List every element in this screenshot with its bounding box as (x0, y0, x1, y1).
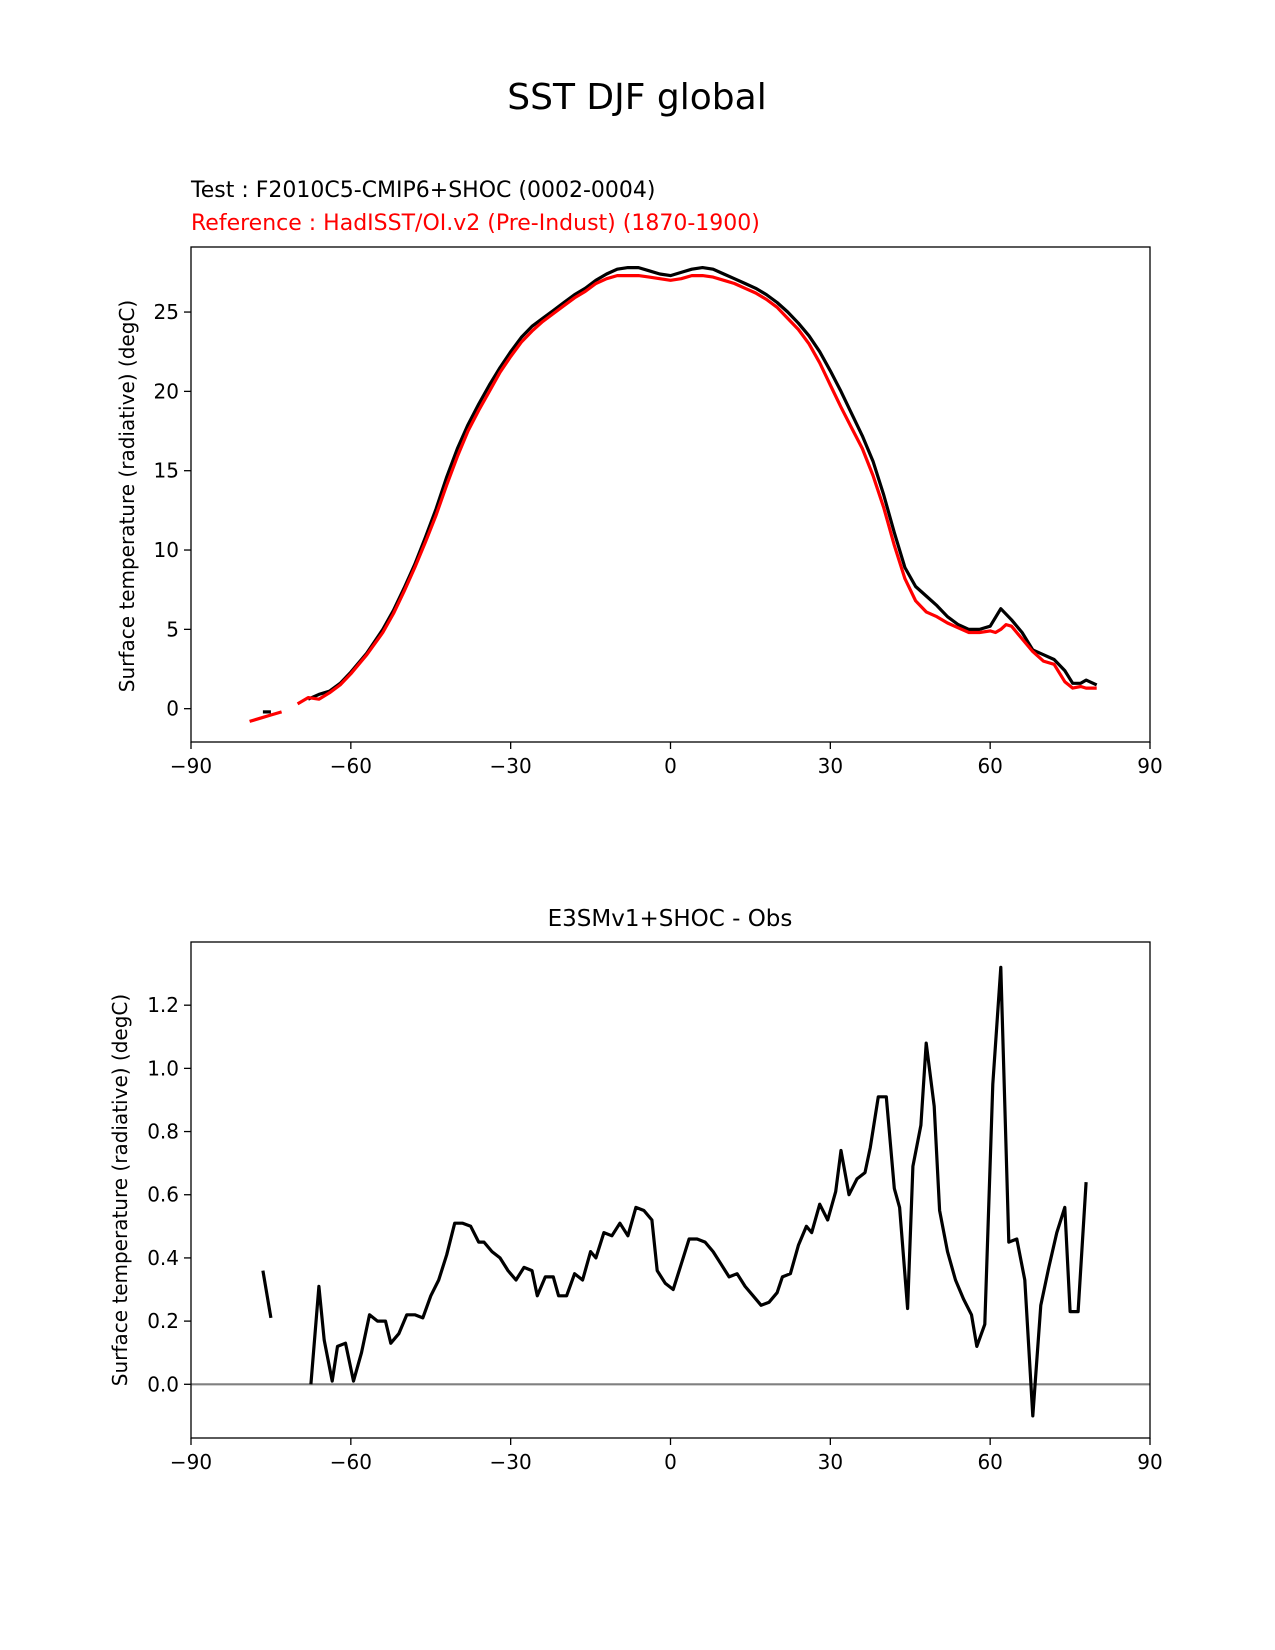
bottom-y-axis-label: Surface temperature (radiative) (degC) (108, 994, 132, 1386)
bottom-y-tick-label: 0.4 (147, 1246, 179, 1270)
top-plot-area: −90 −60 −30 0 30 60 90 0 5 10 15 20 25 (154, 246, 1163, 778)
top-x-tick-label: 0 (664, 754, 677, 778)
bottom-x-tick-label: −90 (170, 1450, 212, 1474)
top-x-tick-label: 60 (977, 754, 1002, 778)
top-x-tick-label: 30 (818, 754, 843, 778)
top-y-tick-label: 25 (154, 300, 179, 324)
bottom-y-tick-label: 0.8 (147, 1120, 179, 1144)
bottom-y-tick-label: 0.0 (147, 1372, 179, 1396)
bottom-x-tick-label: 30 (818, 1450, 843, 1474)
bottom-series-difference-segment-1 (309, 965, 1088, 1418)
top-axes-frame (190, 246, 1151, 743)
bottom-x-tick-label: 60 (977, 1450, 1002, 1474)
top-y-tick-label: 5 (166, 617, 179, 641)
bottom-series-difference-segment-0 (261, 1270, 273, 1319)
bottom-y-tick-label: 0.2 (147, 1309, 179, 1333)
top-x-tick-label: −60 (330, 754, 372, 778)
reference-label: Reference : HadISST/OI.v2 (Pre-Indust) (… (191, 211, 760, 236)
bottom-x-tick-label: 90 (1137, 1450, 1162, 1474)
top-y-tick-label: 10 (154, 538, 179, 562)
test-label: Test : F2010C5-CMIP6+SHOC (0002-0004) (190, 178, 655, 203)
top-y-tick-label: 20 (154, 379, 179, 403)
bottom-x-tick-label: −60 (330, 1450, 372, 1474)
bottom-title: E3SMv1+SHOC - Obs (548, 906, 793, 932)
top-y-tick-label: 0 (166, 697, 179, 721)
top-series-test-segment-1 (307, 266, 1098, 701)
bottom-y-tick-label: 1.0 (147, 1056, 179, 1080)
bottom-y-tick-label: 1.2 (147, 993, 179, 1017)
bottom-x-tick-label: 0 (664, 1450, 677, 1474)
bottom-y-tick-label: 0.6 (147, 1183, 179, 1207)
top-panel: Test : F2010C5-CMIP6+SHOC (0002-0004) Re… (115, 178, 1163, 778)
bottom-x-tick-label: −30 (490, 1450, 532, 1474)
top-series-reference-segment-1 (296, 274, 1097, 706)
top-x-tick-label: 90 (1137, 754, 1162, 778)
top-x-tick-label: −90 (170, 754, 212, 778)
top-series-reference-segment-0 (249, 710, 283, 723)
top-x-tick-label: −30 (490, 754, 532, 778)
bottom-plot-area: −90 −60 −30 0 30 60 90 0.0 0.2 0.4 0.6 0.8 1.0 1.2 (147, 941, 1163, 1474)
bottom-panel: E3SMv1+SHOC - Obs Surface temperature (r… (108, 906, 1163, 1474)
figure-title: SST DJF global (507, 77, 766, 118)
top-y-tick-label: 15 (154, 459, 179, 483)
top-y-axis-label: Surface temperature (radiative) (degC) (115, 300, 139, 692)
